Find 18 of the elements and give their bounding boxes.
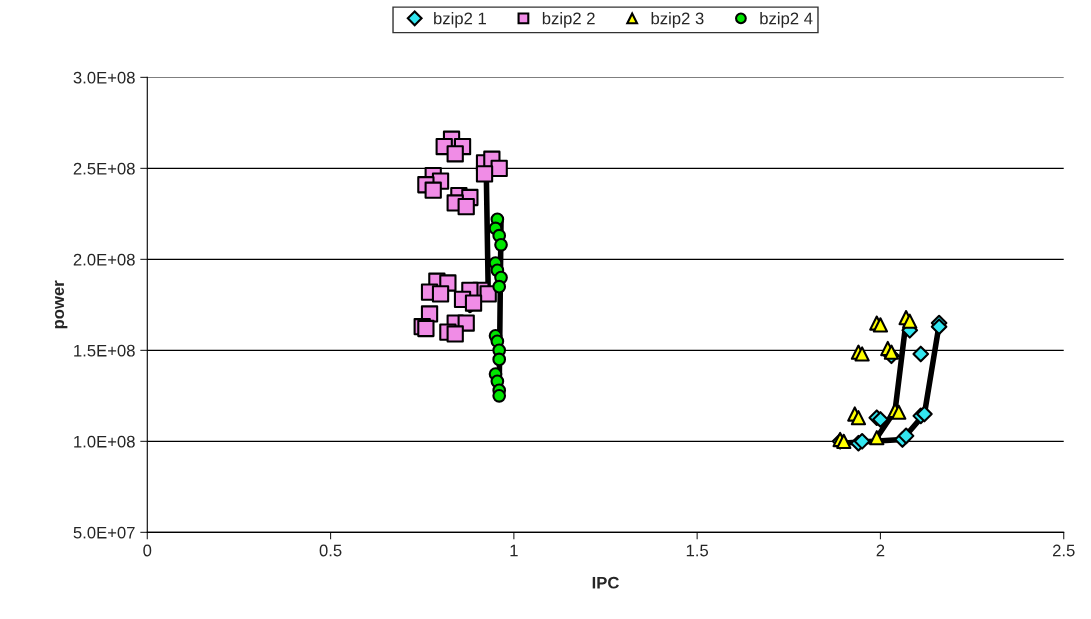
y-tick-label: 5.0E+07 — [73, 526, 135, 539]
x-tick-label: 2 — [876, 544, 885, 557]
y-tick-label: 2.0E+08 — [73, 253, 135, 266]
x-tick-label: 1 — [510, 544, 518, 557]
legend-label: bzip2 4 — [760, 12, 813, 28]
y-tick-label: 2.5E+08 — [73, 162, 135, 175]
x-axis-title: IPC — [592, 576, 619, 589]
legend-label: bzip2 2 — [542, 12, 595, 28]
y-tick-label: 1.5E+08 — [74, 344, 135, 357]
x-tick-label: 1.5 — [686, 544, 709, 557]
y-axis-title: power — [54, 280, 68, 329]
x-tick-label: 0 — [143, 544, 152, 557]
legend-label: bzip2 3 — [651, 12, 704, 28]
y-tick-label: 3.0E+08 — [73, 71, 135, 84]
x-tick-label: 2.5 — [1052, 544, 1075, 557]
x-tick-label: 0.5 — [319, 544, 342, 557]
y-tick-label: 1.0E+08 — [74, 435, 135, 448]
legend-label: bzip2 1 — [434, 12, 486, 28]
